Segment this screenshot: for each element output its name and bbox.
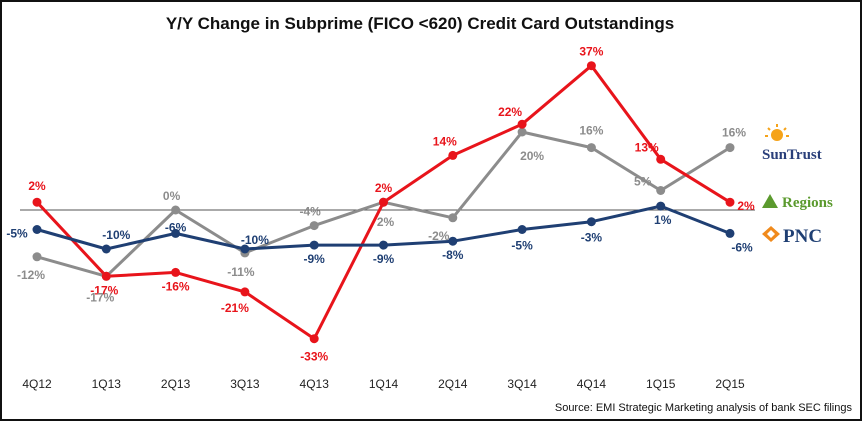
data-point-pnc <box>171 228 181 238</box>
x-tick-label: 4Q14 <box>577 377 607 391</box>
data-point-suntrust <box>448 150 458 160</box>
data-point-pnc <box>101 244 111 254</box>
x-tick-label: 1Q13 <box>92 377 122 391</box>
data-label-suntrust: -21% <box>221 301 249 315</box>
legend-regions: Regions <box>762 194 833 211</box>
data-point-regions <box>448 213 458 223</box>
x-tick-label: 2Q15 <box>715 377 745 391</box>
source-note: Source: EMI Strategic Marketing analysis… <box>554 402 852 414</box>
legend-pnc: PNC <box>762 226 822 247</box>
data-point-pnc <box>32 225 42 234</box>
data-point-suntrust <box>171 267 181 277</box>
suntrust-sun-icon <box>765 124 789 141</box>
data-label-regions: -17% <box>86 290 114 304</box>
data-label-pnc: -5% <box>6 227 28 241</box>
data-label-suntrust: 2% <box>28 179 46 193</box>
x-tick-label: 2Q13 <box>161 377 191 391</box>
data-label-regions: 2% <box>377 215 395 229</box>
data-label-suntrust: -17% <box>90 283 118 297</box>
data-label-regions: -11% <box>227 265 255 279</box>
data-point-regions <box>309 221 319 231</box>
data-point-regions <box>725 143 735 153</box>
x-tick-label: 4Q13 <box>300 377 330 391</box>
data-label-regions: 20% <box>520 149 544 163</box>
data-label-pnc: -6% <box>731 240 753 254</box>
data-label-pnc: -10% <box>102 228 130 242</box>
data-point-pnc <box>309 240 319 250</box>
data-label-regions: 5% <box>634 175 652 189</box>
data-point-suntrust <box>379 197 388 207</box>
data-label-suntrust: 14% <box>433 134 457 148</box>
legend-regions-label: Regions <box>782 195 833 211</box>
data-label-suntrust: 2% <box>737 199 755 213</box>
data-point-regions <box>32 252 42 262</box>
data-point-pnc <box>586 217 596 227</box>
data-label-regions: 0% <box>163 189 181 203</box>
data-label-suntrust: 37% <box>579 45 603 59</box>
data-point-pnc <box>517 225 527 234</box>
data-label-pnc: -10% <box>241 233 269 247</box>
data-point-suntrust <box>725 197 735 207</box>
x-tick-label: 3Q13 <box>230 377 260 391</box>
data-label-suntrust: 2% <box>375 181 393 195</box>
x-tick-label: 4Q12 <box>22 377 52 391</box>
x-tick-label: 3Q14 <box>507 377 537 391</box>
data-label-pnc: -3% <box>581 231 603 245</box>
data-label-pnc: 1% <box>654 213 672 227</box>
data-label-suntrust: 13% <box>635 140 659 154</box>
data-point-regions <box>517 127 527 137</box>
data-point-pnc <box>656 201 666 211</box>
legend-suntrust-label: SunTrust <box>762 147 822 163</box>
data-label-pnc: -5% <box>511 239 533 253</box>
data-point-pnc <box>240 244 250 254</box>
data-point-suntrust <box>101 271 111 281</box>
chart-title: Y/Y Change in Subprime (FICO <620) Credi… <box>165 14 675 33</box>
data-label-pnc: -9% <box>373 252 395 266</box>
data-point-pnc <box>379 240 388 250</box>
data-point-regions <box>171 205 181 215</box>
data-point-suntrust <box>517 119 527 129</box>
data-label-regions: 16% <box>579 124 603 138</box>
data-point-suntrust <box>240 287 250 297</box>
data-label-regions: -2% <box>428 229 450 243</box>
data-point-suntrust <box>656 154 666 164</box>
regions-triangle-icon <box>762 194 778 208</box>
x-tick-label: 2Q14 <box>438 377 468 391</box>
data-point-suntrust <box>586 61 596 71</box>
data-labels: 2% -17% -16% -21% -33% 2% 14% 22% 37% 13% 2% -12% -1… <box>6 45 755 364</box>
legend-suntrust: SunTrust <box>762 124 822 163</box>
x-tick-label: 1Q15 <box>646 377 676 391</box>
data-label-regions: -4% <box>300 205 322 219</box>
data-point-pnc <box>448 236 458 246</box>
data-label-pnc: -8% <box>442 248 464 262</box>
data-point-suntrust <box>309 334 319 344</box>
data-label-regions: -12% <box>17 268 45 282</box>
data-label-suntrust: -16% <box>162 279 190 293</box>
data-label-pnc: -6% <box>165 220 187 234</box>
data-label-regions: 16% <box>722 126 746 140</box>
data-point-regions <box>656 186 666 195</box>
legend-pnc-label: PNC <box>783 226 822 247</box>
data-label-suntrust: -33% <box>300 350 328 364</box>
data-point-regions <box>586 143 596 153</box>
x-tick-labels: 4Q12 1Q13 2Q13 3Q13 4Q13 1Q14 2Q14 3Q14 4Q14 1Q15… <box>22 377 745 391</box>
data-point-suntrust <box>32 197 42 207</box>
x-tick-label: 1Q14 <box>369 377 399 391</box>
data-label-pnc: -9% <box>304 252 326 266</box>
data-label-suntrust: 22% <box>498 105 522 119</box>
data-point-pnc <box>725 228 735 238</box>
series-points <box>32 61 735 344</box>
